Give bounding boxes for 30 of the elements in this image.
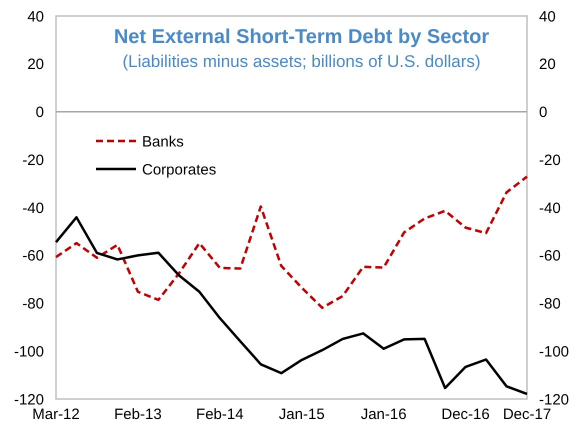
y2-tick-label: 20 [539,56,556,74]
x-tick-label: Jan-15 [278,406,325,423]
x-tick-label: Dec-17 [502,406,552,423]
y2-tick-label: -20 [539,152,561,169]
y-tick-label: -60 [22,248,44,265]
x-tick-label: Feb-13 [114,406,162,423]
x-tick-label: Dec-16 [441,406,490,423]
x-tick-label: Feb-14 [196,406,244,423]
y-tick-label: 40 [27,8,44,26]
y2-tick-label: -120 [539,391,570,408]
legend-label: Corporates [142,161,216,178]
y-tick-label: -40 [22,200,44,217]
y-tick-label: -120 [14,391,44,408]
line-series [54,216,528,396]
y2-tick-label: -100 [539,343,570,360]
x-tick-label: Mar-12 [32,406,80,423]
y2-tick-label: -80 [539,296,561,312]
y-tick-label: -80 [22,296,44,312]
text: (Liabilities minus assets; billions of U.S. dollars) [122,52,481,71]
x-tick-label: Jan-16 [360,406,407,423]
y2-tick-label: -40 [539,200,561,217]
legend-label: Banks [142,133,184,150]
text: Net External Short-Term Debt by Sector [114,26,490,48]
y2-tick-label: 0 [539,104,548,121]
y2-tick-label: -60 [539,248,561,265]
y-tick-label: 0 [36,104,44,121]
y-tick-label: 20 [27,56,44,74]
y-tick-label: -20 [22,152,44,169]
y2-tick-label: 40 [539,8,556,26]
y-tick-label: -100 [14,343,44,360]
